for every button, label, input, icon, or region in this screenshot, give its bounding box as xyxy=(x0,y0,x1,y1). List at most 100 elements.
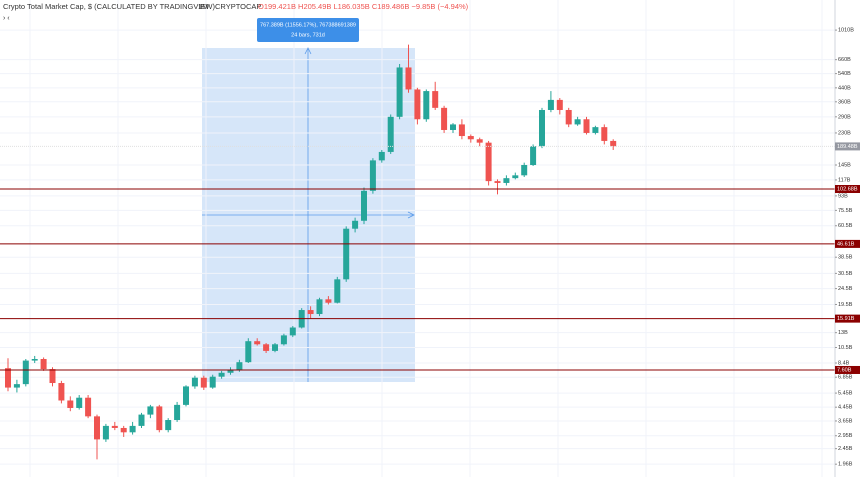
candle-body xyxy=(280,335,287,345)
y-tick-label: 8.4B xyxy=(838,360,850,366)
collapse-icon[interactable]: › ‹ xyxy=(3,15,10,22)
candle-body xyxy=(218,372,225,377)
y-tick-label: 230B xyxy=(838,130,851,136)
level-label-bg xyxy=(835,314,860,323)
candle-body xyxy=(200,377,207,388)
y-tick-label: 360B xyxy=(838,99,851,105)
arrow-heads xyxy=(304,47,415,219)
y-tick-label: 30.5B xyxy=(838,271,853,277)
candle-body xyxy=(40,359,47,370)
candle-body xyxy=(49,369,56,384)
candle-body xyxy=(209,376,216,388)
candle-body xyxy=(592,127,599,133)
candle-body xyxy=(307,310,314,315)
candle-body xyxy=(111,425,118,428)
candle-body xyxy=(601,127,608,141)
candle-body xyxy=(236,362,243,370)
y-tick-label: 3.65B xyxy=(838,418,853,424)
interval: 1M xyxy=(198,2,208,11)
candle-body xyxy=(272,344,278,351)
level-label: 102.68B xyxy=(837,186,858,192)
candle-body xyxy=(494,181,501,183)
candle-body xyxy=(361,190,367,221)
candle-body xyxy=(85,397,92,417)
level-label: 15.91B xyxy=(837,316,855,322)
candle-body xyxy=(325,299,332,303)
candle-body xyxy=(441,107,448,130)
candle-body xyxy=(227,369,234,373)
candle-body xyxy=(378,151,385,161)
y-tick-label: 38.5B xyxy=(838,255,853,261)
y-tick-label: 2.45B xyxy=(838,446,853,452)
candle-body xyxy=(423,91,430,120)
candle-body xyxy=(539,109,545,147)
measure-box xyxy=(257,18,359,42)
candle-body xyxy=(5,368,11,388)
candle-body xyxy=(165,420,172,431)
candle-body xyxy=(467,136,474,140)
candle-body xyxy=(530,146,537,166)
candle-body xyxy=(405,67,412,90)
candle-body xyxy=(396,67,403,117)
measure-text: 767.389B (11556.17%), 767388691389 xyxy=(260,22,356,28)
candle-body xyxy=(458,124,465,137)
candle-body xyxy=(512,175,519,179)
measure-text: 24 bars, 731d xyxy=(291,32,325,38)
candle-body xyxy=(102,425,109,440)
y-tick-label: 13B xyxy=(838,330,848,336)
candle-body xyxy=(120,427,127,433)
candle-body xyxy=(414,89,421,120)
y-tick-label: 4.45B xyxy=(838,405,853,411)
level-label-bg xyxy=(835,365,860,374)
y-tick-label: 440B xyxy=(838,85,851,91)
symbol: CRYPTOCAP xyxy=(215,2,261,11)
y-tick-label: 10.5B xyxy=(838,345,853,351)
level-label-bg xyxy=(835,239,860,248)
last-price-label: 189.48B xyxy=(837,144,858,150)
candle-body xyxy=(485,142,492,182)
candle-body xyxy=(22,360,29,385)
candle-body xyxy=(387,116,394,152)
candle-body xyxy=(450,124,456,130)
y-tick-label: 290B xyxy=(838,114,851,120)
y-tick-label: 5.45B xyxy=(838,391,853,397)
candle-body xyxy=(369,160,376,191)
candle-body xyxy=(129,425,136,433)
candle-body xyxy=(254,341,261,345)
chart-title: Crypto Total Market Cap, $ (CALCULATED B… xyxy=(3,2,216,11)
candle-body xyxy=(191,377,198,387)
candle-body xyxy=(183,386,189,405)
y-tick-label: 1.96B xyxy=(838,462,853,468)
y-tick-label: 660B xyxy=(838,57,851,63)
candle-body xyxy=(316,299,323,315)
candle-body xyxy=(556,99,563,110)
candle-body xyxy=(574,119,581,125)
candle-body xyxy=(58,383,65,401)
candle-body xyxy=(13,384,20,388)
candle-body xyxy=(289,327,296,336)
candle-body xyxy=(583,119,590,133)
candle-body xyxy=(547,99,554,110)
y-tick-label: 19.5B xyxy=(838,302,853,308)
candle-body xyxy=(156,406,163,431)
candle-body xyxy=(476,139,483,143)
candle-body xyxy=(432,91,439,108)
level-label: 7.60B xyxy=(837,367,852,373)
y-tick-label: 60.5B xyxy=(838,223,853,229)
candle-body xyxy=(31,359,38,361)
ohlc-label: O199.421B H205.49B L186.035B C189.486B −… xyxy=(258,2,469,11)
candle-body xyxy=(245,341,252,363)
candle-body xyxy=(503,178,510,183)
price-axis xyxy=(835,0,860,477)
candle-body xyxy=(521,165,528,176)
y-tick-label: 75.5B xyxy=(838,208,853,214)
y-tick-label: 145B xyxy=(838,162,851,168)
candle-body xyxy=(352,220,359,229)
y-tick-label: 117B xyxy=(838,177,851,183)
y-tick-label: 1010B xyxy=(838,28,854,34)
candle-body xyxy=(67,400,74,408)
candle-body xyxy=(610,140,617,147)
candle-body xyxy=(174,404,181,421)
